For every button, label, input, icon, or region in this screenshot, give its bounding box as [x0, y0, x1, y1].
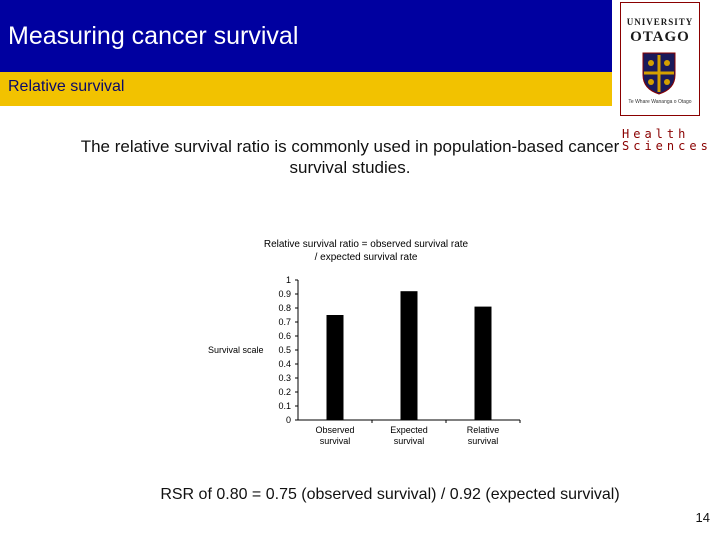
slide-title: Measuring cancer survival	[8, 22, 299, 50]
y-tick-label: 0.7	[278, 317, 291, 327]
title-bar: Measuring cancer survival	[0, 0, 612, 72]
bar-chart: Relative survival ratio = observed survi…	[208, 239, 521, 446]
bar	[326, 315, 344, 420]
bar	[474, 306, 492, 420]
logo-university-name: OTAGO	[630, 29, 690, 45]
health-sciences-line-2: Sciences	[622, 139, 712, 153]
page-number: 14	[695, 510, 710, 525]
y-tick-label: 0.8	[278, 303, 291, 313]
y-tick-label: 1	[286, 275, 291, 285]
y-tick-label: 0.5	[278, 345, 291, 355]
intro-text: The relative survival ratio is commonly …	[80, 137, 620, 177]
logo-motto: Te Whare Wananga o Otago	[628, 99, 692, 105]
y-axis-label: Survival scale	[208, 345, 264, 355]
chart-bars	[326, 291, 492, 420]
subtitle-bar: Relative survival	[0, 72, 612, 106]
health-sciences-line-1: Health	[622, 127, 690, 141]
y-tick-label: 0.1	[278, 401, 291, 411]
y-tick-label: 0.6	[278, 331, 291, 341]
x-tick-label: Expected	[390, 425, 428, 435]
slide-subtitle: Relative survival	[8, 78, 125, 95]
crest-icon	[642, 52, 676, 95]
chart-title: Relative survival ratio = observed survi…	[264, 239, 469, 263]
y-tick-label: 0	[286, 415, 291, 425]
x-tick-label: survival	[468, 436, 499, 446]
x-tick-label: survival	[320, 436, 351, 446]
y-tick-label: 0.3	[278, 373, 291, 383]
rsr-formula-text: RSR of 0.80 = 0.75 (observed survival) /…	[160, 486, 620, 503]
x-tick-label: Observed	[315, 425, 354, 435]
bar	[400, 291, 418, 420]
y-tick-label: 0.9	[278, 289, 291, 299]
y-tick-label: 0.2	[278, 387, 291, 397]
y-axis-ticks: 0 0.1 0.2 0.3 0.4 0.5 0.6 0.7 0.8 0.9 1	[278, 275, 291, 425]
chart-title-line: Relative survival ratio = observed survi…	[264, 239, 469, 250]
otago-logo: UNIVERSITY OTAGO Te Whare Wananga o Otag…	[620, 2, 700, 116]
x-axis-labels: ObservedsurvivalExpectedsurvivalRelative…	[315, 425, 499, 446]
chart-title-line: / expected survival rate	[315, 252, 418, 263]
x-tick-label: survival	[394, 436, 425, 446]
x-tick-label: Relative	[467, 425, 500, 435]
health-sciences-logo: Health Sciences	[622, 128, 720, 152]
logo-university-label: UNIVERSITY	[626, 17, 694, 27]
y-tick-label: 0.4	[278, 359, 291, 369]
